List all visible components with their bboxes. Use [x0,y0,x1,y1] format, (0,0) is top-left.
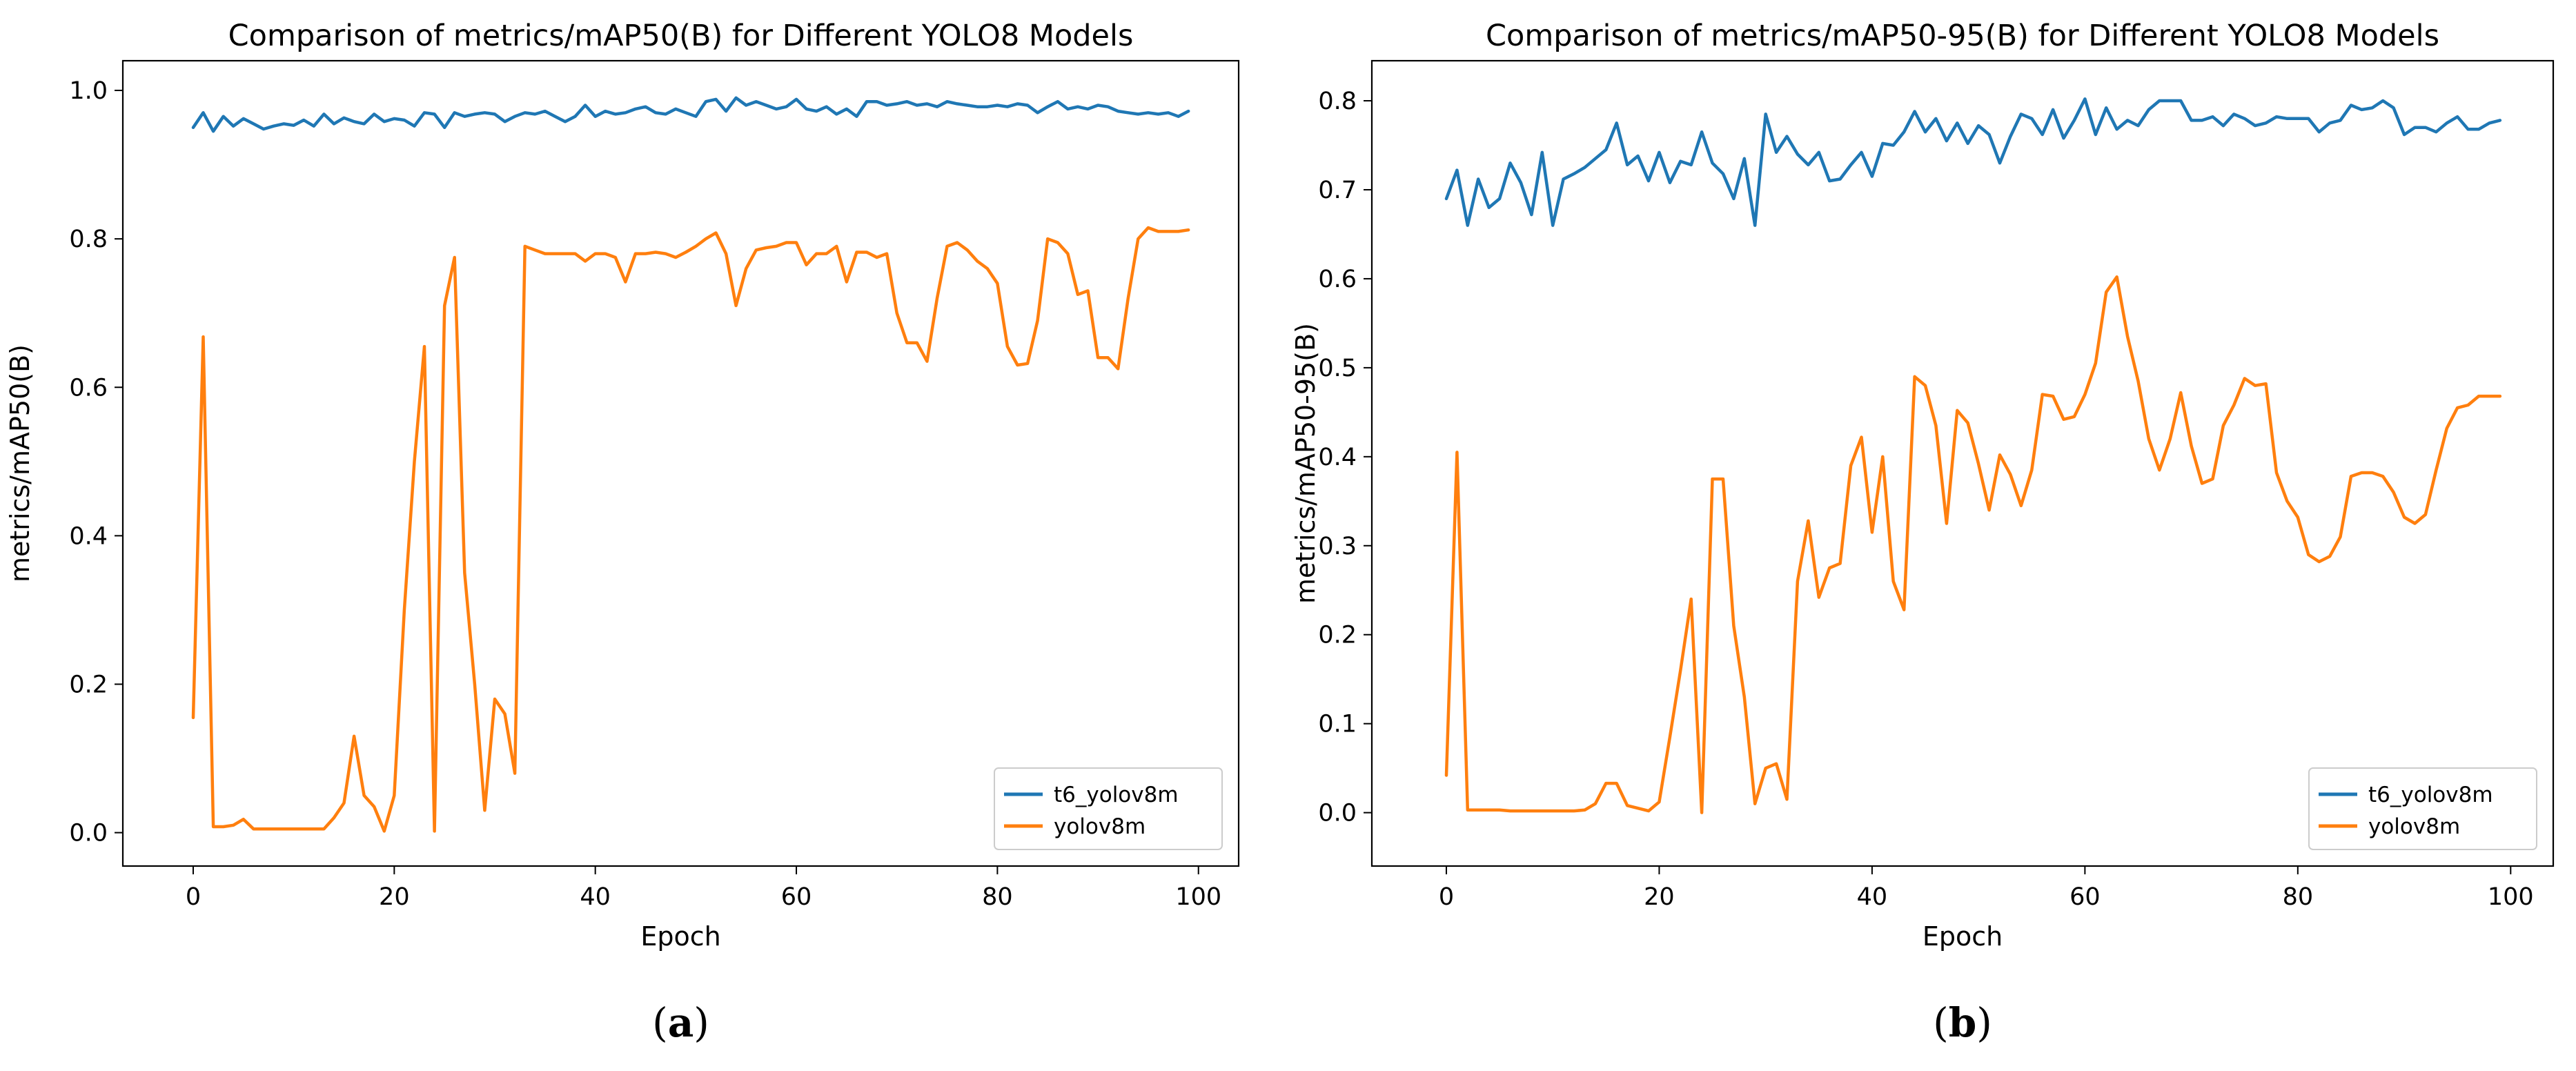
y-tick-label: 0.8 [69,226,108,253]
legend-label: yolov8m [2368,814,2460,839]
legend-label: t6_yolov8m [1054,783,1179,807]
y-tick-label: 0.5 [1318,355,1357,382]
x-tick-label: 60 [781,883,812,911]
chart-panel-b: Comparison of metrics/mAP50-95(B) for Di… [1290,19,2555,1046]
panel-caption-letter: a [668,999,694,1046]
panel-caption: (b) [1933,999,1992,1046]
x-tick-label: 80 [982,883,1013,911]
y-tick-label: 0.0 [69,820,108,847]
series-line-yolov8m [1444,275,2502,814]
plot-area-frame [1370,59,2555,867]
y-tick-label: 0.6 [69,374,108,402]
series-line-t6-yolov8m [1444,97,2502,227]
y-tick-label: 0.2 [69,671,108,698]
x-tick-label: 20 [379,883,410,911]
x-axis-label: Epoch [1923,921,2003,952]
chart-panel-a: Comparison of metrics/mAP50(B) for Diffe… [5,19,1240,1046]
series-line-t6-yolov8m [191,96,1190,133]
x-tick-label: 100 [2488,883,2534,911]
chart-title: Comparison of metrics/mAP50-95(B) for Di… [1486,19,2439,53]
x-tick-label: 80 [2283,883,2314,911]
y-axis-label: metrics/mAP50(B) [5,344,35,582]
series-line-yolov8m [191,226,1190,833]
x-tick-label: 20 [1644,883,1675,911]
panel-caption: (a) [652,999,709,1046]
y-axis-label: metrics/mAP50-95(B) [1290,323,1321,604]
y-tick-label: 0.6 [1318,266,1357,293]
legend-label: yolov8m [1054,814,1146,839]
y-tick-label: 0.0 [1318,800,1357,827]
y-tick-label: 0.4 [69,522,108,550]
x-tick-label: 100 [1175,883,1221,911]
y-tick-label: 0.8 [1318,88,1357,115]
chart-title: Comparison of metrics/mAP50(B) for Diffe… [228,19,1134,53]
legend [994,767,1223,850]
y-tick-label: 0.1 [1318,711,1357,738]
legend [2308,767,2537,850]
y-tick-label: 0.2 [1318,622,1357,649]
x-tick-label: 40 [580,883,611,911]
plot-area-frame [121,59,1240,867]
x-tick-label: 0 [186,883,201,911]
x-tick-label: 0 [1439,883,1454,911]
y-tick-label: 0.7 [1318,177,1357,204]
y-tick-label: 1.0 [69,77,108,105]
y-tick-label: 0.3 [1318,533,1357,560]
panel-caption-letter: b [1949,999,1977,1046]
x-axis-label: Epoch [640,921,720,952]
y-tick-label: 0.4 [1318,444,1357,471]
legend-label: t6_yolov8m [2368,783,2493,807]
x-tick-label: 40 [1857,883,1888,911]
x-tick-label: 60 [2069,883,2101,911]
